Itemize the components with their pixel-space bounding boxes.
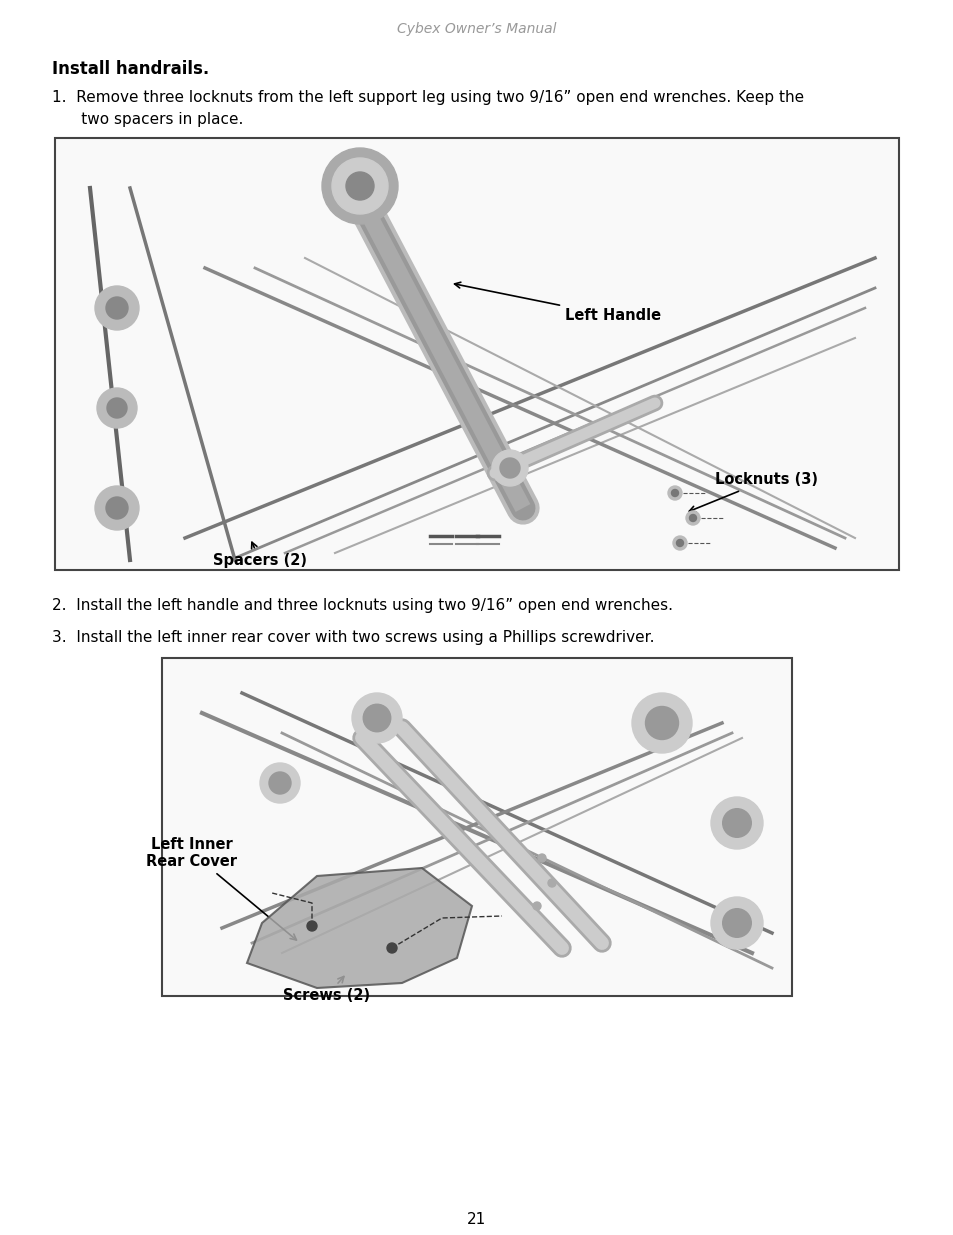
Text: 21: 21 — [467, 1212, 486, 1228]
Text: 1.  Remove three locknuts from the left support leg using two 9/16” open end wre: 1. Remove three locknuts from the left s… — [52, 90, 803, 105]
Circle shape — [97, 388, 137, 429]
Bar — [55, 138, 898, 571]
Circle shape — [322, 148, 397, 224]
Text: Spacers (2): Spacers (2) — [213, 542, 307, 568]
Circle shape — [689, 515, 696, 521]
Circle shape — [346, 172, 374, 200]
Polygon shape — [247, 868, 472, 988]
Circle shape — [667, 487, 681, 500]
Circle shape — [95, 487, 139, 530]
Circle shape — [106, 296, 128, 319]
Text: Left Handle: Left Handle — [454, 283, 660, 324]
Circle shape — [387, 944, 396, 953]
Circle shape — [710, 797, 762, 848]
Text: Left Inner
Rear Cover: Left Inner Rear Cover — [147, 837, 296, 940]
Circle shape — [671, 489, 678, 496]
Circle shape — [363, 704, 391, 732]
Circle shape — [499, 458, 519, 478]
Circle shape — [631, 693, 691, 753]
Circle shape — [106, 496, 128, 519]
Circle shape — [547, 879, 556, 887]
Text: 3.  Install the left inner rear cover with two screws using a Phillips screwdriv: 3. Install the left inner rear cover wit… — [52, 630, 654, 645]
Text: Screws (2): Screws (2) — [283, 977, 370, 1003]
Circle shape — [307, 921, 316, 931]
Text: two spacers in place.: two spacers in place. — [52, 112, 243, 127]
Circle shape — [676, 540, 682, 547]
Circle shape — [685, 511, 700, 525]
Circle shape — [533, 902, 540, 910]
Circle shape — [672, 536, 686, 550]
Circle shape — [332, 158, 388, 214]
Circle shape — [492, 450, 527, 487]
Circle shape — [352, 693, 401, 743]
Circle shape — [107, 398, 127, 417]
Circle shape — [537, 853, 545, 862]
Circle shape — [269, 772, 291, 794]
Circle shape — [722, 909, 751, 937]
Bar — [162, 658, 791, 995]
Text: Locknuts (3): Locknuts (3) — [689, 473, 817, 511]
Circle shape — [710, 897, 762, 948]
Circle shape — [95, 287, 139, 330]
Circle shape — [645, 706, 678, 740]
Text: Cybex Owner’s Manual: Cybex Owner’s Manual — [396, 22, 557, 36]
Text: 2.  Install the left handle and three locknuts using two 9/16” open end wrenches: 2. Install the left handle and three loc… — [52, 598, 672, 613]
Circle shape — [722, 809, 751, 837]
Circle shape — [260, 763, 299, 803]
Text: Install handrails.: Install handrails. — [52, 61, 209, 78]
